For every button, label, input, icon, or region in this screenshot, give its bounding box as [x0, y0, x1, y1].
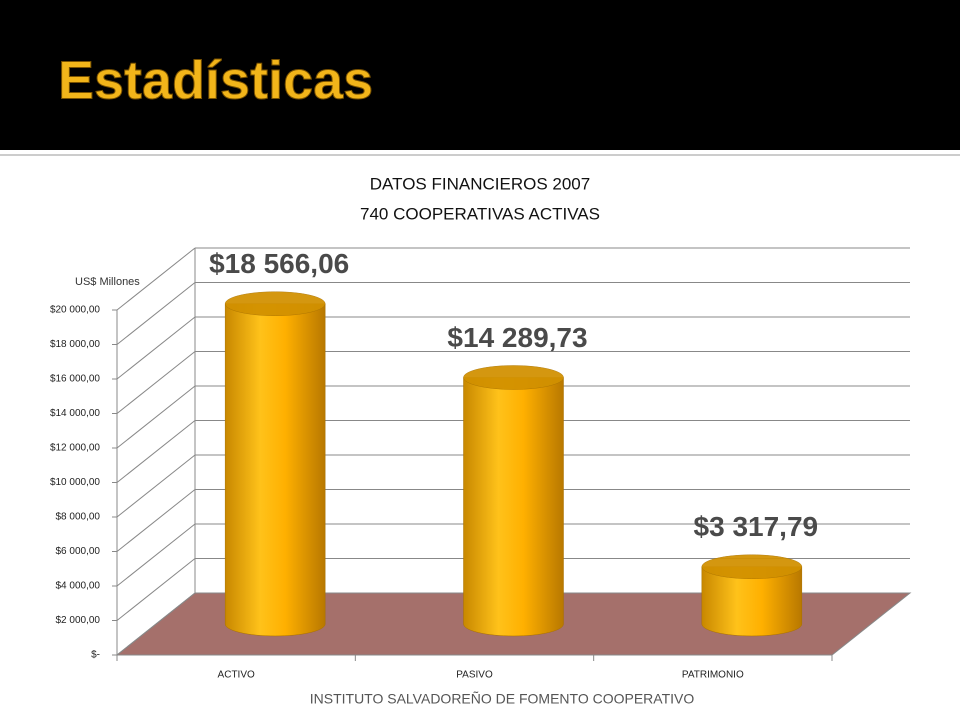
- y-tick-label: $16 000,00: [50, 374, 100, 385]
- header-band: [0, 0, 960, 150]
- grid-line-side: [116, 282, 196, 345]
- grid-line-side: [116, 592, 196, 656]
- data-label: $18 566,06: [209, 248, 349, 279]
- bar-top-shade: [701, 554, 802, 579]
- y-tick-label: $12 000,00: [50, 443, 100, 454]
- y-tick-label: $20 000,00: [50, 305, 100, 316]
- y-tick-label: $-: [91, 650, 100, 661]
- chart-title: DATOS FINANCIEROS 2007: [370, 174, 590, 193]
- x-tick-label: PATRIMONIO: [682, 670, 744, 681]
- y-tick-label: $14 000,00: [50, 408, 100, 419]
- grid-line-side: [116, 454, 196, 518]
- bar: [701, 566, 803, 637]
- y-axis-label: US$ Millones: [75, 276, 140, 288]
- y-tick-label: $8 000,00: [56, 512, 101, 523]
- y-tick-label: $6 000,00: [56, 546, 101, 557]
- y-tick-label: $4 000,00: [56, 581, 101, 592]
- x-tick-label: PASIVO: [456, 670, 493, 681]
- grid-line-side: [116, 523, 196, 587]
- y-tick-label: $2 000,00: [56, 615, 101, 626]
- grid-line-side: [116, 420, 196, 483]
- y-tick-label: $10 000,00: [50, 477, 100, 488]
- slide-title: Estadísticas: [58, 50, 373, 110]
- grid-line-side: [116, 247, 196, 311]
- x-tick-label: ACTIVO: [218, 670, 255, 681]
- chart-subtitle: 740 COOPERATIVAS ACTIVAS: [360, 204, 600, 223]
- bar-top-shade: [463, 365, 564, 390]
- grid-line-side: [116, 558, 196, 621]
- footer: INSTITUTO SALVADOREÑO DE FOMENTO COOPERA…: [310, 691, 695, 707]
- grid-line-side: [116, 385, 196, 449]
- data-label: $14 289,73: [447, 322, 587, 353]
- bar: [463, 377, 564, 637]
- bar: [224, 303, 326, 637]
- y-tick-label: $18 000,00: [50, 339, 100, 350]
- data-label: $3 317,79: [694, 511, 819, 542]
- plot: $- $2 000,00 $4 000,00 $6 000,00 $8 000,00 $1…: [50, 247, 912, 681]
- bar-top-shade: [225, 291, 326, 316]
- grid-line-side: [116, 489, 196, 552]
- grid-line-side: [116, 316, 196, 380]
- grid-line-side: [116, 351, 196, 414]
